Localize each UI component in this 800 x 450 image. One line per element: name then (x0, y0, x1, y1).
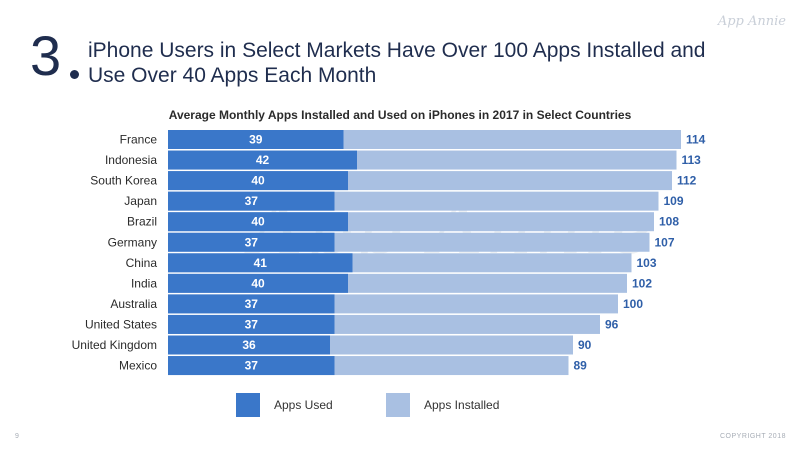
value-label-apps-used-india: 40 (251, 276, 265, 290)
legend-label-apps-installed: Apps Installed (424, 398, 500, 412)
bar-apps-used-mexico (168, 356, 335, 376)
category-label-south-korea: South Korea (90, 174, 157, 188)
value-label-apps-used-germany: 37 (245, 235, 259, 249)
legend-label-apps-used: Apps Used (274, 398, 333, 412)
value-label-apps-installed-japan: 109 (664, 194, 684, 208)
bar-apps-used-australia (168, 294, 335, 314)
slide-number-dot (70, 70, 79, 79)
value-label-apps-used-china: 41 (254, 256, 268, 270)
category-label-indonesia: Indonesia (105, 153, 157, 167)
bar-apps-used-south-korea (168, 171, 348, 191)
value-label-apps-used-brazil: 40 (251, 215, 265, 229)
copyright-text: COPYRIGHT 2018 (719, 433, 786, 440)
bar-apps-used-china (168, 253, 353, 273)
category-label-united-kingdom: United Kingdom (72, 338, 157, 352)
value-label-apps-used-south-korea: 40 (251, 174, 265, 188)
chart-legend: Apps Used Apps Installed (0, 393, 800, 417)
bar-apps-used-india (168, 273, 348, 293)
category-label-france: France (120, 133, 158, 147)
category-label-brazil: Brazil (127, 215, 157, 229)
legend-item-apps-used: Apps Used (236, 393, 333, 417)
value-label-apps-installed-germany: 107 (655, 235, 675, 249)
value-label-apps-used-indonesia: 42 (256, 153, 270, 167)
category-label-china: China (126, 256, 158, 270)
category-label-australia: Australia (110, 297, 157, 311)
bar-apps-used-united-kingdom (168, 335, 330, 355)
category-label-japan: Japan (124, 194, 157, 208)
value-label-apps-used-australia: 37 (245, 297, 259, 311)
value-label-apps-used-france: 39 (249, 133, 263, 147)
value-label-apps-used-united-kingdom: 36 (242, 338, 256, 352)
value-label-apps-installed-united-states: 96 (605, 317, 619, 331)
bar-apps-used-france (168, 130, 344, 149)
value-label-apps-installed-indonesia: 113 (682, 153, 702, 167)
value-label-apps-installed-china: 103 (637, 256, 657, 270)
bar-apps-used-japan (168, 191, 335, 211)
value-label-apps-installed-south-korea: 112 (677, 174, 697, 188)
value-label-apps-installed-india: 102 (632, 276, 652, 290)
value-label-apps-used-japan: 37 (245, 194, 259, 208)
category-label-india: India (131, 276, 157, 290)
page-number: 9 (15, 433, 19, 440)
bar-apps-used-united-states (168, 314, 335, 334)
app-annie-logo: App Annie (717, 14, 786, 29)
category-label-mexico: Mexico (119, 359, 157, 373)
bar-apps-used-indonesia (168, 150, 357, 170)
slide-number: 3 (30, 24, 62, 87)
category-label-germany: Germany (108, 235, 157, 249)
value-label-apps-used-mexico: 37 (245, 359, 259, 373)
bar-apps-used-germany (168, 232, 335, 252)
value-label-apps-installed-australia: 100 (623, 297, 643, 311)
value-label-apps-used-united-states: 37 (245, 317, 259, 331)
legend-swatch-apps-used (236, 393, 260, 417)
value-label-apps-installed-mexico: 89 (574, 359, 588, 373)
legend-swatch-apps-installed (386, 393, 410, 417)
legend-item-apps-installed: Apps Installed (386, 393, 499, 417)
value-label-apps-installed-france: 114 (686, 133, 706, 147)
category-label-united-states: United States (85, 317, 157, 331)
bar-apps-used-brazil (168, 212, 348, 232)
value-label-apps-installed-united-kingdom: 90 (578, 338, 592, 352)
slide-title: iPhone Users in Select Markets Have Over… (88, 39, 706, 87)
chart-title: Average Monthly Apps Installed and Used … (168, 108, 632, 122)
value-label-apps-installed-brazil: 108 (659, 215, 679, 229)
